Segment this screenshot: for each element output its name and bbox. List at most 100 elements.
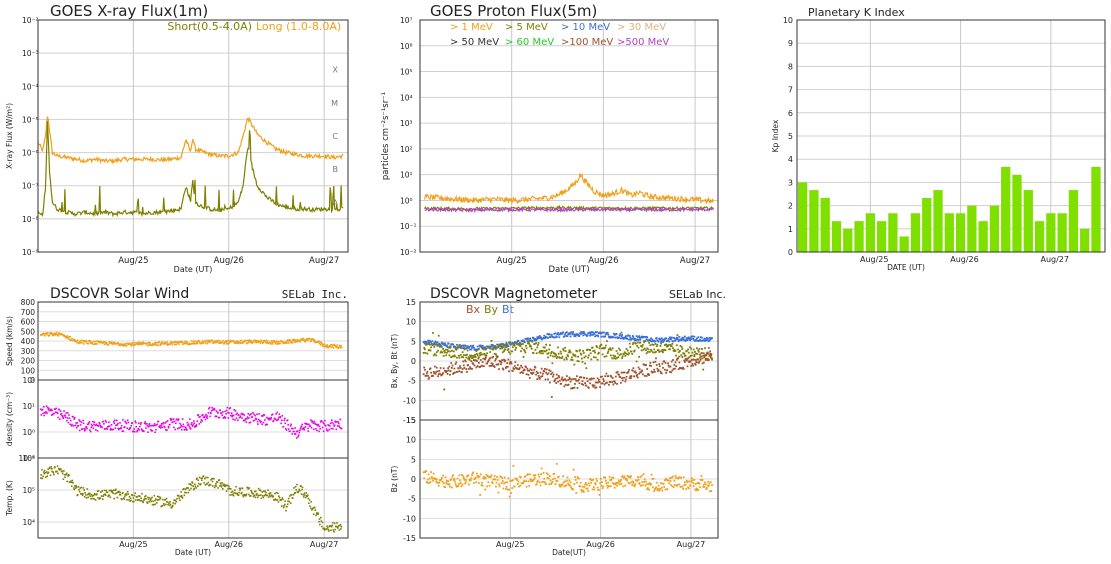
mag-point [458, 356, 461, 359]
mag-point [456, 343, 458, 346]
sw-point [163, 342, 166, 345]
sw-point [318, 518, 321, 520]
sw-point [267, 340, 269, 342]
sw-point [338, 529, 341, 531]
sw-point [281, 419, 283, 422]
mag-point [498, 368, 500, 371]
sw-point [190, 487, 192, 490]
sw-point [169, 341, 172, 344]
mag-point [565, 375, 568, 377]
mag-point [592, 377, 595, 380]
sw-point [225, 341, 227, 343]
mag-point [703, 486, 706, 488]
sw-point [276, 419, 279, 421]
mag-point [631, 335, 634, 337]
sw-point [211, 409, 214, 412]
sw-point [272, 420, 274, 423]
mag-point [453, 367, 456, 370]
mag-point [546, 476, 549, 479]
mag-point [459, 354, 462, 356]
sw-ytick-2-0: 10⁴ [22, 518, 35, 527]
mag-point [646, 336, 649, 339]
sw-point [172, 418, 175, 420]
sw-point [246, 339, 249, 342]
sw-xtick-2: Aug/27 [310, 540, 339, 549]
sw-point [135, 425, 137, 428]
mag-point [606, 484, 608, 487]
mag-point [467, 474, 470, 477]
mag-point [617, 481, 620, 484]
mag-point [710, 490, 713, 493]
mag-point [544, 346, 546, 349]
mag-point [504, 481, 507, 484]
sw-point [249, 341, 252, 344]
sw-ytick-1-3: 10² [22, 376, 35, 385]
mag-point [471, 346, 473, 349]
sw-point [56, 412, 59, 415]
mag-point [624, 355, 627, 357]
mag-point [638, 483, 641, 485]
mag-point [529, 344, 532, 347]
sw-ytick-0-8: 800 [21, 298, 36, 307]
sw-point [108, 494, 111, 497]
sw-point [264, 490, 266, 493]
sw-point [293, 339, 296, 341]
sw-point [69, 480, 72, 483]
mag-point [653, 371, 656, 373]
mag-point [527, 373, 530, 376]
sw-point [70, 425, 73, 427]
sw-point [336, 526, 339, 528]
sw-point [56, 470, 58, 473]
mag-point [567, 378, 569, 381]
mag-point [589, 333, 592, 335]
mag-point [529, 368, 532, 371]
mag-point [505, 486, 508, 488]
sw-point [122, 497, 125, 499]
mag-point [507, 358, 510, 361]
sw-point [248, 421, 251, 424]
mag-point [436, 370, 439, 373]
sw-point [340, 528, 342, 530]
mag-point [552, 373, 555, 376]
mag-point [692, 348, 695, 351]
mag-point [645, 349, 647, 352]
sw-point [136, 342, 139, 344]
mag-point [515, 342, 518, 345]
sw-point [234, 410, 237, 412]
sw-point [133, 344, 135, 346]
sw-point [279, 416, 282, 418]
sw-point [204, 484, 207, 486]
sw-point [172, 502, 175, 504]
mag-point [659, 370, 662, 373]
mag-point [621, 475, 624, 478]
sw-point [139, 423, 142, 426]
mag-point [486, 352, 488, 355]
mag-ytick-1-6: 15 [406, 416, 416, 425]
kp-ytick-8: 8 [788, 62, 793, 71]
mag-point [609, 347, 612, 350]
sw-point [96, 343, 98, 345]
mag-point [522, 372, 524, 374]
mag-point [454, 355, 456, 358]
mag-series-by [422, 331, 713, 371]
sw-point [213, 478, 215, 480]
kp-bar-9 [899, 236, 909, 252]
mag-point [537, 337, 539, 340]
mag-point [700, 339, 703, 342]
kp-ytick-0: 0 [788, 248, 793, 257]
mag-point [488, 484, 491, 487]
sw-point [179, 422, 181, 425]
mag-point [581, 490, 583, 493]
mag-point [533, 478, 536, 481]
sw-point [41, 334, 43, 336]
mag-point [503, 482, 505, 485]
mag-point [575, 380, 578, 382]
mag-point [559, 350, 562, 353]
sw-point [217, 339, 219, 342]
sw-point [239, 342, 241, 344]
sw-point [162, 421, 165, 424]
sw-point [201, 342, 203, 344]
sw-point [91, 495, 94, 497]
mag-point [572, 331, 574, 333]
mag-point [704, 354, 706, 357]
